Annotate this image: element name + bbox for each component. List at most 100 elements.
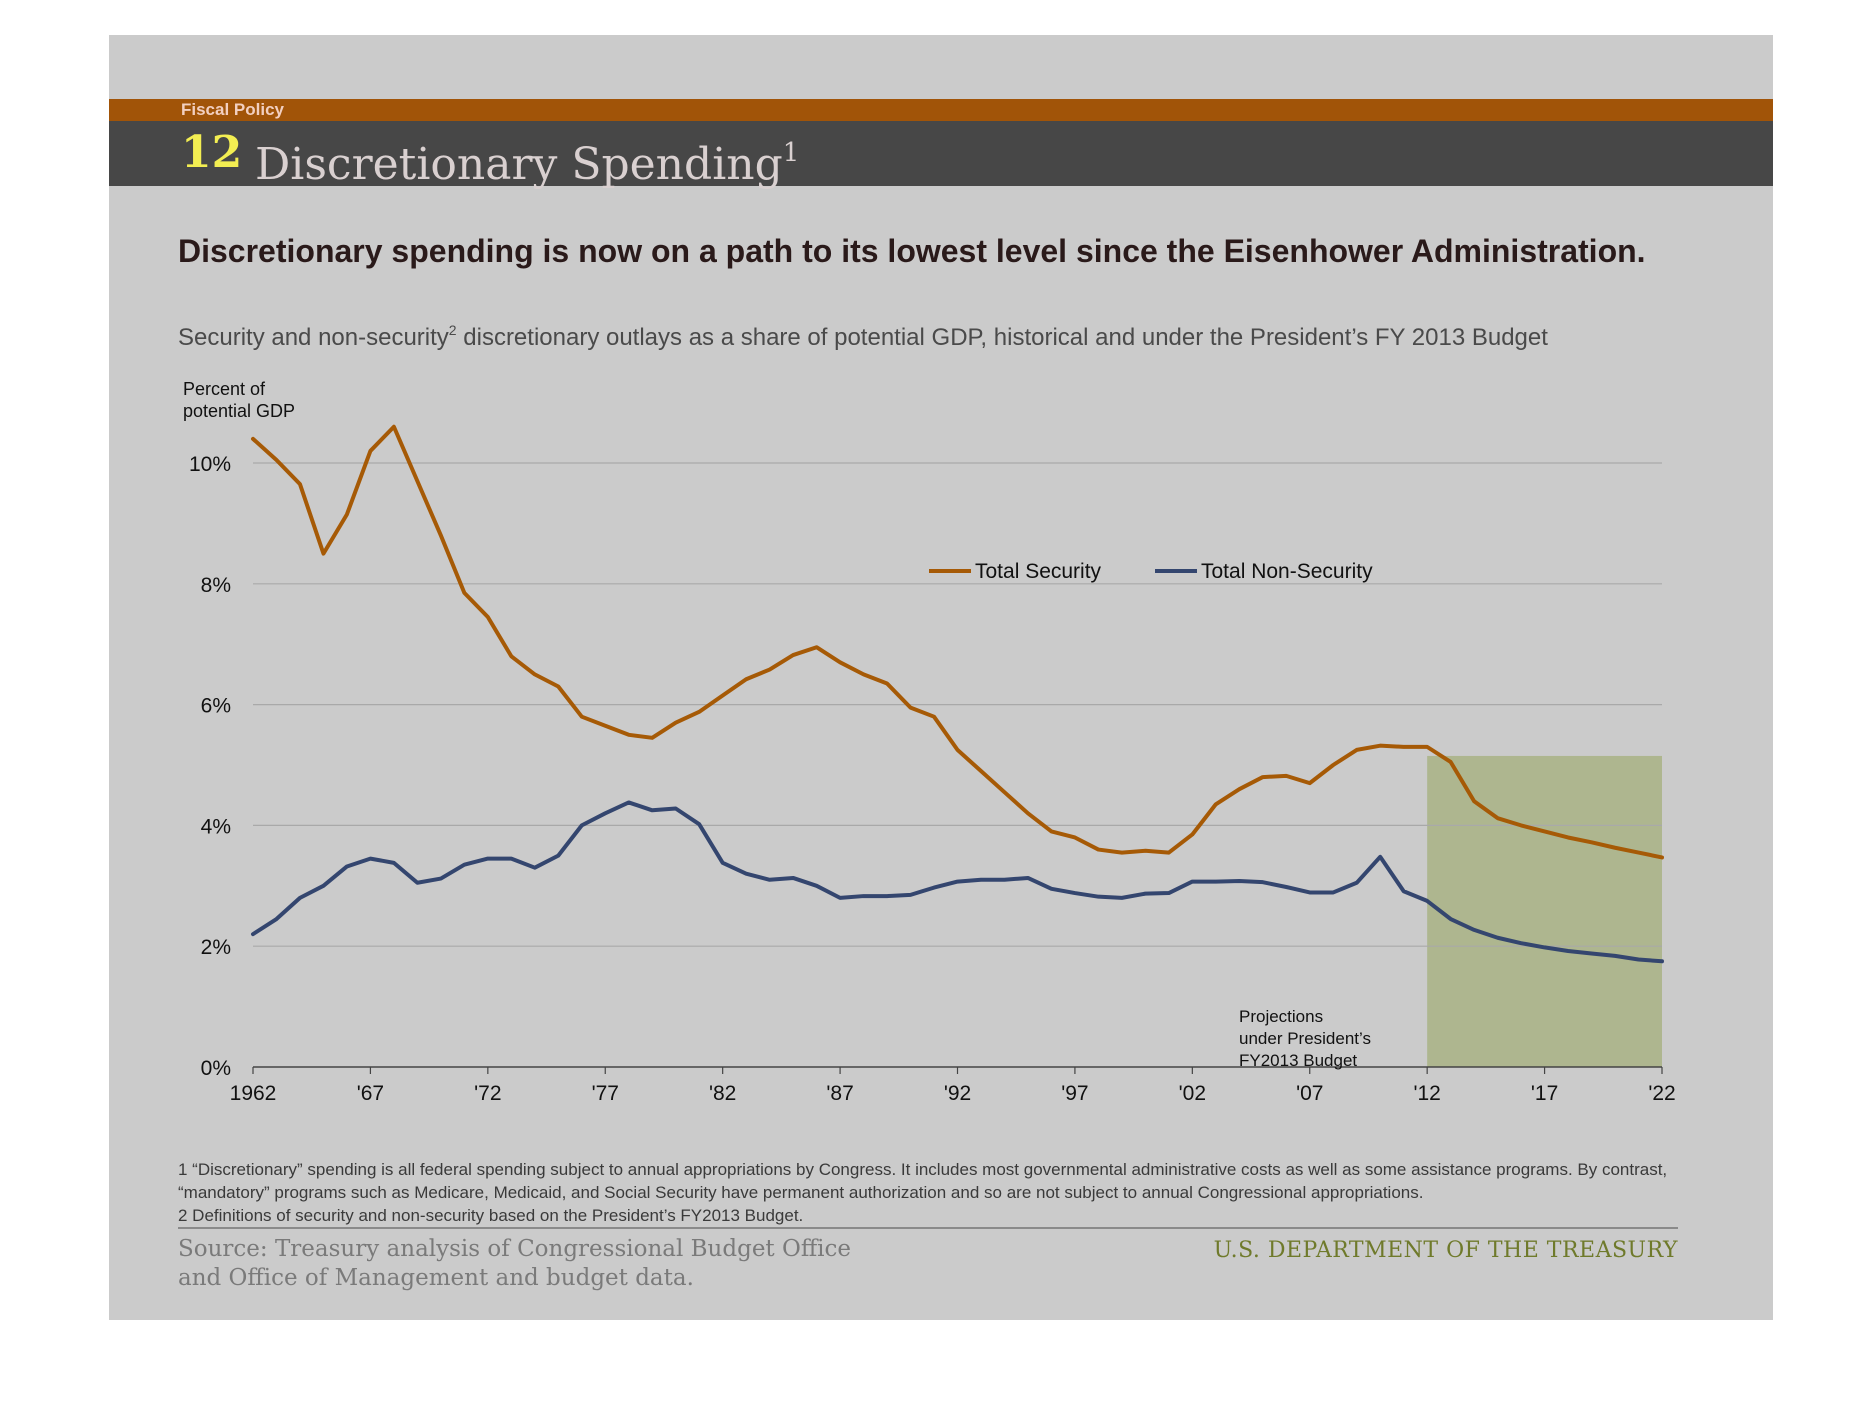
data-point <box>979 769 983 773</box>
data-point <box>1543 945 1547 949</box>
data-point <box>345 864 349 868</box>
data-point <box>1308 781 1312 785</box>
y-axis-label: Percent of potential GDP <box>183 379 295 421</box>
data-point <box>1049 887 1053 891</box>
data-point <box>439 533 443 537</box>
title-band <box>109 121 1773 186</box>
slide-title-text: Discretionary Spending <box>255 139 783 190</box>
data-point <box>368 449 372 453</box>
data-point <box>1496 816 1500 820</box>
data-point <box>1613 954 1617 958</box>
data-point <box>1402 745 1406 749</box>
y-tick-label: 4% <box>201 815 231 838</box>
data-point <box>415 881 419 885</box>
x-tick-label: '97 <box>1061 1082 1088 1105</box>
footer-divider <box>178 1227 1678 1229</box>
data-point <box>533 866 537 870</box>
x-tick-label: '77 <box>592 1082 619 1105</box>
title-footnote-marker: 1 <box>782 138 800 168</box>
data-point <box>815 645 819 649</box>
y-tick-label: 6% <box>201 695 231 718</box>
slide-title: Discretionary Spending1 <box>255 127 799 191</box>
x-tick-label: '92 <box>944 1082 971 1105</box>
data-point <box>274 458 278 462</box>
data-point <box>1637 957 1641 961</box>
data-point <box>486 857 490 861</box>
data-point <box>1096 895 1100 899</box>
data-point <box>862 894 866 898</box>
legend-label: Total Non-Security <box>1201 560 1373 583</box>
data-point <box>274 917 278 921</box>
data-point <box>1237 787 1241 791</box>
data-point <box>627 733 631 737</box>
data-point <box>1261 775 1265 779</box>
data-point <box>1472 799 1476 803</box>
data-point <box>1660 959 1664 963</box>
x-tick-label: '02 <box>1179 1082 1206 1105</box>
data-point <box>1261 880 1265 884</box>
data-point <box>885 681 889 685</box>
data-point <box>697 710 701 714</box>
data-point <box>1190 880 1194 884</box>
x-tick-label: '07 <box>1296 1082 1323 1105</box>
data-point <box>1660 855 1664 859</box>
data-point <box>956 880 959 884</box>
y-tick-label: 8% <box>201 574 231 597</box>
data-point <box>1002 790 1006 794</box>
slide-number: 12 <box>181 127 243 178</box>
data-point <box>627 800 631 804</box>
data-point <box>251 932 255 936</box>
subtitle-footnote-marker: 2 <box>448 322 457 338</box>
data-point <box>1167 891 1171 895</box>
data-point <box>580 823 584 827</box>
data-point <box>697 822 701 826</box>
projection-annotation: Projections under President’s FY2013 Budge… <box>1239 1007 1371 1070</box>
data-point <box>509 654 513 658</box>
data-point <box>956 748 959 752</box>
data-point <box>674 806 678 810</box>
x-tick-label: '87 <box>826 1082 853 1105</box>
data-point <box>862 672 866 676</box>
data-point <box>768 878 772 882</box>
source-note: Source: Treasury analysis of Congression… <box>178 1236 852 1291</box>
data-point <box>580 715 584 719</box>
data-point <box>909 893 913 897</box>
data-point <box>1543 829 1547 833</box>
subtitle-after: discretionary outlays as a share of pote… <box>456 324 1548 351</box>
data-point <box>1167 851 1171 855</box>
data-point <box>744 872 748 876</box>
data-point <box>1425 745 1429 749</box>
data-point <box>509 857 513 861</box>
data-point <box>744 677 748 681</box>
footnote-2: 2 Definitions of security and non-securi… <box>178 1206 804 1225</box>
x-tick-label: '72 <box>474 1082 501 1105</box>
data-point <box>1120 851 1124 855</box>
y-tick-label: 2% <box>201 936 231 959</box>
data-point <box>298 896 302 900</box>
data-point <box>1284 774 1288 778</box>
section-label: Fiscal Policy <box>181 100 284 119</box>
data-point <box>1214 880 1218 884</box>
data-point <box>909 706 913 710</box>
footnotes: 1 “Discretionary” spending is all federa… <box>178 1158 1698 1227</box>
data-point <box>815 884 819 888</box>
data-point <box>1214 802 1218 806</box>
data-point <box>674 721 678 725</box>
x-tick-label: 1962 <box>230 1082 277 1105</box>
data-point <box>650 808 654 812</box>
data-point <box>1026 876 1030 880</box>
data-point <box>1026 811 1030 815</box>
data-point <box>721 694 725 698</box>
headline: Discretionary spending is now on a path … <box>178 233 1646 269</box>
data-point <box>932 886 936 890</box>
slide: Fiscal Policy 12 Discretionary Spending1… <box>109 35 1773 1320</box>
data-point <box>1590 840 1594 844</box>
data-point <box>1613 846 1617 850</box>
data-point <box>932 715 936 719</box>
data-point <box>1378 744 1382 748</box>
data-point <box>392 861 396 865</box>
x-tick-label: '82 <box>709 1082 736 1105</box>
section-band <box>109 99 1773 121</box>
x-tick-label: '12 <box>1413 1082 1440 1105</box>
data-point <box>1637 851 1641 855</box>
